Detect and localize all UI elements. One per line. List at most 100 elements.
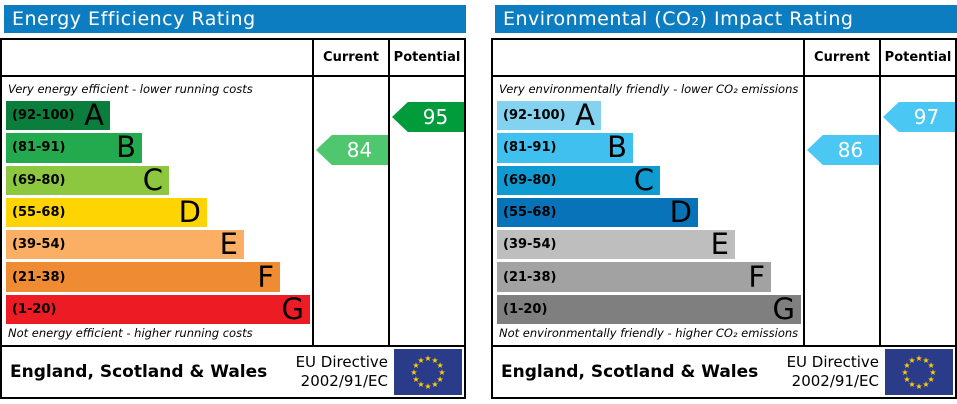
region-label: England, Scotland & Wales bbox=[10, 362, 268, 382]
band-d: (55-68) D bbox=[6, 194, 207, 229]
band-letter: E bbox=[219, 227, 238, 262]
band-letter: G bbox=[281, 291, 304, 326]
current-rating-value: 84 bbox=[346, 138, 373, 162]
svg-text:★: ★ bbox=[417, 356, 424, 365]
svg-text:★: ★ bbox=[922, 356, 929, 365]
svg-text:★: ★ bbox=[929, 368, 936, 377]
panel-title: Environmental (CO₂) Impact Rating bbox=[495, 5, 957, 33]
band-g: (1-20) G bbox=[497, 291, 801, 326]
current-column-header: Current bbox=[803, 40, 879, 75]
band-range: (81-91) bbox=[12, 140, 66, 156]
svg-text:★: ★ bbox=[901, 368, 908, 377]
bottom-note: Not environmentally friendly - higher CO… bbox=[499, 326, 799, 340]
region-label: England, Scotland & Wales bbox=[501, 362, 759, 382]
band-letter: E bbox=[710, 227, 729, 262]
svg-text:★: ★ bbox=[437, 375, 444, 384]
eu-directive-label: EU Directive 2002/91/EC bbox=[786, 353, 879, 390]
table-header: Current Potential bbox=[493, 40, 955, 77]
eu-directive-label: EU Directive 2002/91/EC bbox=[295, 353, 388, 390]
band-letter: D bbox=[178, 194, 201, 229]
band-range: (21-38) bbox=[503, 269, 557, 285]
table-body: Very energy efficient - lower running co… bbox=[2, 77, 464, 345]
band-d: (55-68) D bbox=[497, 194, 698, 229]
band-range: (69-80) bbox=[503, 172, 557, 188]
potential-rating-value: 97 bbox=[913, 105, 940, 129]
band-letter: F bbox=[748, 259, 765, 294]
svg-text:★: ★ bbox=[424, 354, 431, 363]
band-c: (69-80) C bbox=[497, 165, 660, 195]
band-range: (55-68) bbox=[503, 204, 557, 220]
band-e: (39-54) E bbox=[497, 227, 735, 262]
potential-column-header: Potential bbox=[388, 40, 464, 75]
potential-rating-arrow: 95 bbox=[392, 102, 464, 132]
svg-text:★: ★ bbox=[915, 354, 922, 363]
svg-text:★: ★ bbox=[928, 375, 935, 384]
band-range: (81-91) bbox=[503, 140, 557, 156]
band-range: (1-20) bbox=[503, 301, 548, 317]
svg-text:★: ★ bbox=[410, 368, 417, 377]
svg-text:★: ★ bbox=[908, 380, 915, 389]
svg-text:★: ★ bbox=[928, 361, 935, 370]
panel-title: Energy Efficiency Rating bbox=[4, 5, 466, 33]
band-letter: A bbox=[84, 98, 104, 133]
svg-text:★: ★ bbox=[412, 375, 419, 384]
svg-text:★: ★ bbox=[437, 361, 444, 370]
energy-efficiency-panel: Energy Efficiency Rating Current Potenti… bbox=[0, 5, 466, 399]
band-f: (21-38) F bbox=[497, 259, 771, 294]
svg-text:★: ★ bbox=[412, 361, 419, 370]
band-letter: F bbox=[257, 259, 274, 294]
current-rating-arrow: 86 bbox=[807, 135, 879, 165]
band-bar-area: Very environmentally friendly - lower CO… bbox=[493, 77, 803, 345]
svg-text:★: ★ bbox=[903, 361, 910, 370]
band-range: (1-20) bbox=[12, 301, 57, 317]
header-spacer bbox=[2, 40, 312, 75]
top-note: Very energy efficient - lower running co… bbox=[8, 82, 253, 96]
band-range: (21-38) bbox=[12, 269, 66, 285]
current-column-header: Current bbox=[312, 40, 388, 75]
band-range: (92-100) bbox=[503, 108, 566, 124]
potential-column-header: Potential bbox=[879, 40, 955, 75]
band-a: (92-100) A bbox=[497, 98, 601, 133]
eu-flag-icon: ★ ★ ★ ★ ★ ★ ★ ★ ★ ★ ★ ★ bbox=[394, 349, 462, 395]
environmental-rating-table: Current Potential Very environmentally f… bbox=[491, 38, 957, 399]
svg-text:★: ★ bbox=[431, 380, 438, 389]
svg-text:★: ★ bbox=[438, 368, 445, 377]
top-note: Very environmentally friendly - lower CO… bbox=[499, 82, 799, 96]
band-letter: B bbox=[607, 130, 627, 165]
band-letter: A bbox=[575, 98, 595, 133]
band-range: (92-100) bbox=[12, 108, 75, 124]
band-letter: G bbox=[772, 291, 795, 326]
bottom-note: Not energy efficient - higher running co… bbox=[8, 326, 253, 340]
table-footer: England, Scotland & Wales EU Directive 2… bbox=[493, 345, 955, 397]
band-e: (39-54) E bbox=[6, 227, 244, 262]
table-body: Very environmentally friendly - lower CO… bbox=[493, 77, 955, 345]
current-column: 84 bbox=[312, 77, 388, 345]
band-letter: D bbox=[669, 194, 692, 229]
svg-text:★: ★ bbox=[424, 382, 431, 391]
svg-text:★: ★ bbox=[903, 375, 910, 384]
band-a: (92-100) A bbox=[6, 98, 110, 133]
current-rating-arrow: 84 bbox=[316, 135, 388, 165]
svg-text:★: ★ bbox=[431, 356, 438, 365]
band-range: (69-80) bbox=[12, 172, 66, 188]
potential-column: 95 bbox=[388, 77, 464, 345]
environmental-impact-panel: Environmental (CO₂) Impact Rating Curren… bbox=[491, 5, 957, 399]
band-c: (69-80) C bbox=[6, 162, 169, 197]
potential-rating-value: 95 bbox=[422, 105, 449, 129]
current-column: 86 bbox=[803, 77, 879, 345]
table-footer: England, Scotland & Wales EU Directive 2… bbox=[2, 345, 464, 397]
band-g: (1-20) G bbox=[6, 291, 310, 326]
band-range: (55-68) bbox=[12, 204, 66, 220]
band-letter: B bbox=[116, 130, 136, 165]
table-header: Current Potential bbox=[2, 40, 464, 77]
band-bar-area: Very energy efficient - lower running co… bbox=[2, 77, 312, 345]
band-b: (81-91) B bbox=[6, 130, 142, 165]
potential-rating-arrow: 97 bbox=[883, 102, 955, 132]
band-b: (81-91) B bbox=[497, 130, 633, 165]
band-range: (39-54) bbox=[12, 237, 66, 253]
band-letter: C bbox=[142, 162, 163, 197]
current-rating-value: 86 bbox=[837, 138, 864, 162]
band-f: (21-38) F bbox=[6, 259, 280, 294]
energy-rating-table: Current Potential Very energy efficient … bbox=[0, 38, 466, 399]
